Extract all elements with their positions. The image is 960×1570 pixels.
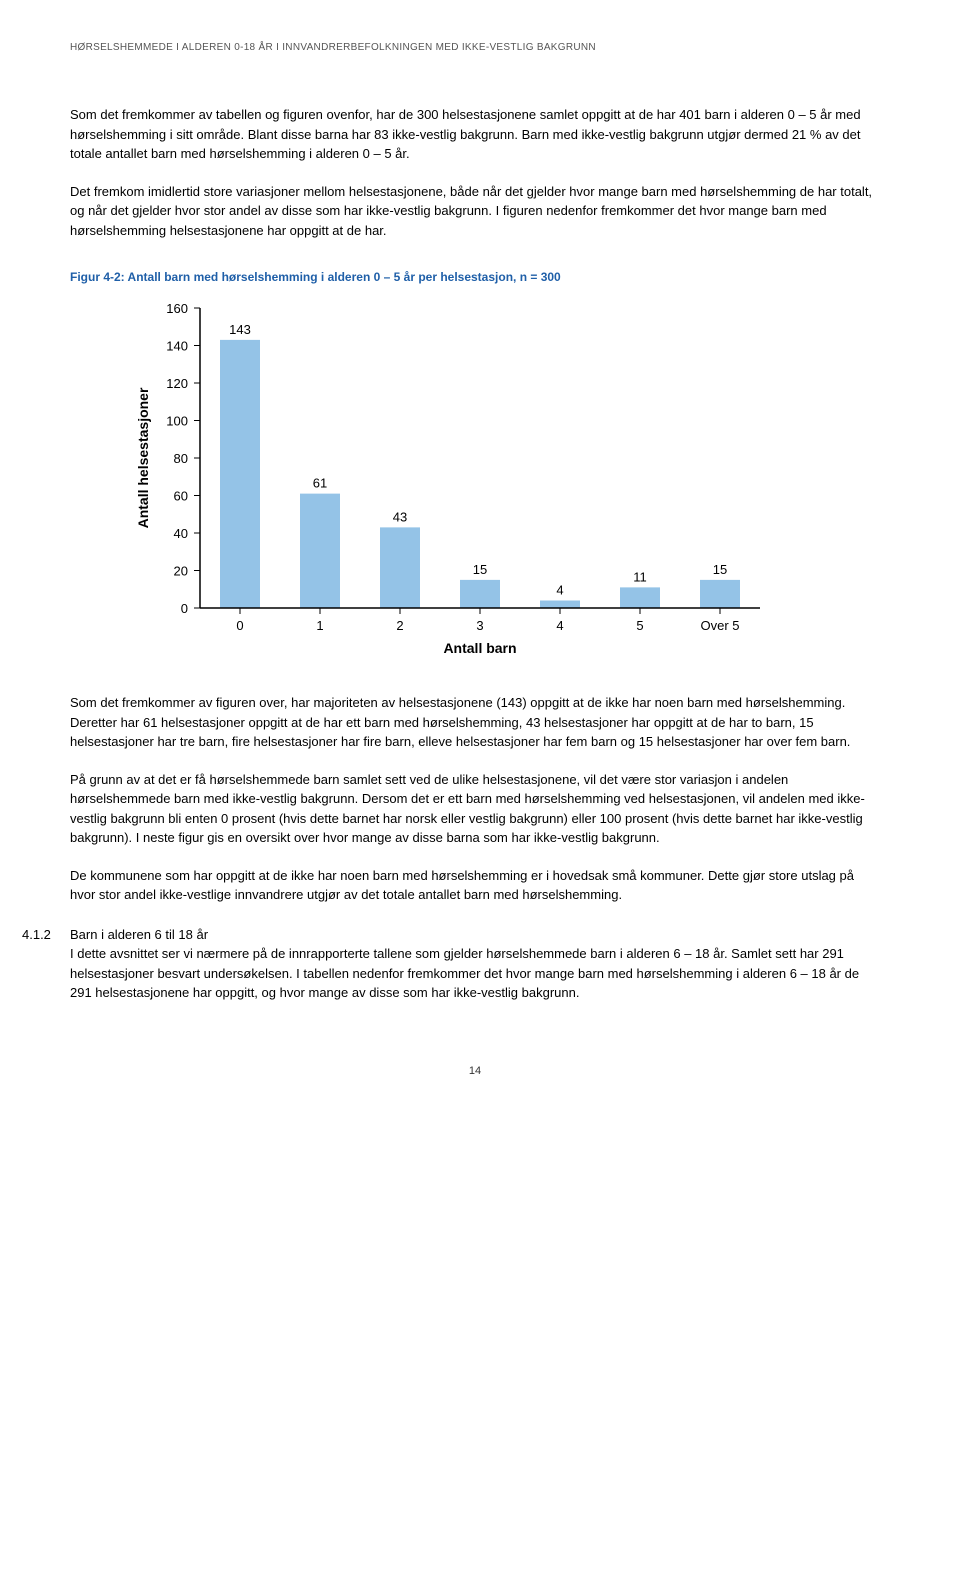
paragraph-1: Som det fremkommer av tabellen og figure… — [70, 105, 880, 164]
bar — [700, 580, 740, 608]
bar — [220, 340, 260, 608]
y-tick-label: 60 — [174, 489, 188, 504]
page-number: 14 — [70, 1063, 880, 1080]
bar — [540, 601, 580, 609]
bar — [380, 527, 420, 608]
y-axis-label: Antall helsestasjoner — [135, 387, 151, 528]
running-header: HØRSELSHEMMEDE I ALDEREN 0-18 ÅR I INNVA… — [70, 40, 880, 55]
x-tick-label: 0 — [236, 618, 243, 633]
x-axis-label: Antall barn — [443, 640, 516, 656]
bar-value-label: 43 — [393, 509, 407, 524]
y-tick-label: 120 — [166, 376, 188, 391]
bar-value-label: 15 — [713, 562, 727, 577]
section-4-1-2: 4.1.2 Barn i alderen 6 til 18 år I dette… — [70, 925, 880, 1003]
bar-value-label: 143 — [229, 322, 251, 337]
section-content: Barn i alderen 6 til 18 år I dette avsni… — [70, 925, 880, 1003]
paragraph-5: De kommunene som har oppgitt at de ikke … — [70, 866, 880, 905]
bar-chart: 0204060801001201401601430611432153441151… — [130, 298, 880, 663]
bar-value-label: 15 — [473, 562, 487, 577]
y-tick-label: 20 — [174, 564, 188, 579]
bar — [620, 587, 660, 608]
bar — [460, 580, 500, 608]
y-tick-label: 100 — [166, 414, 188, 429]
y-tick-label: 0 — [181, 601, 188, 616]
x-tick-label: 4 — [556, 618, 563, 633]
bar-value-label: 61 — [313, 476, 327, 491]
x-tick-label: 5 — [636, 618, 643, 633]
bar-value-label: 11 — [633, 569, 647, 584]
paragraph-4: På grunn av at det er få hørselshemmede … — [70, 770, 880, 848]
figure-caption: Figur 4-2: Antall barn med hørselshemmin… — [70, 268, 880, 286]
paragraph-2: Det fremkom imidlertid store variasjoner… — [70, 182, 880, 241]
x-tick-label: Over 5 — [700, 618, 739, 633]
section-body: I dette avsnittet ser vi nærmere på de i… — [70, 946, 859, 1000]
x-tick-label: 1 — [316, 618, 323, 633]
chart-svg: 0204060801001201401601430611432153441151… — [130, 298, 780, 663]
y-tick-label: 80 — [174, 451, 188, 466]
bar — [300, 494, 340, 608]
paragraph-3: Som det fremkommer av figuren over, har … — [70, 693, 880, 752]
bar-value-label: 4 — [556, 583, 563, 598]
y-tick-label: 40 — [174, 526, 188, 541]
x-tick-label: 3 — [476, 618, 483, 633]
y-tick-label: 160 — [166, 301, 188, 316]
y-tick-label: 140 — [166, 339, 188, 354]
section-number: 4.1.2 — [22, 925, 70, 945]
x-tick-label: 2 — [396, 618, 403, 633]
section-title: Barn i alderen 6 til 18 år — [70, 927, 208, 942]
